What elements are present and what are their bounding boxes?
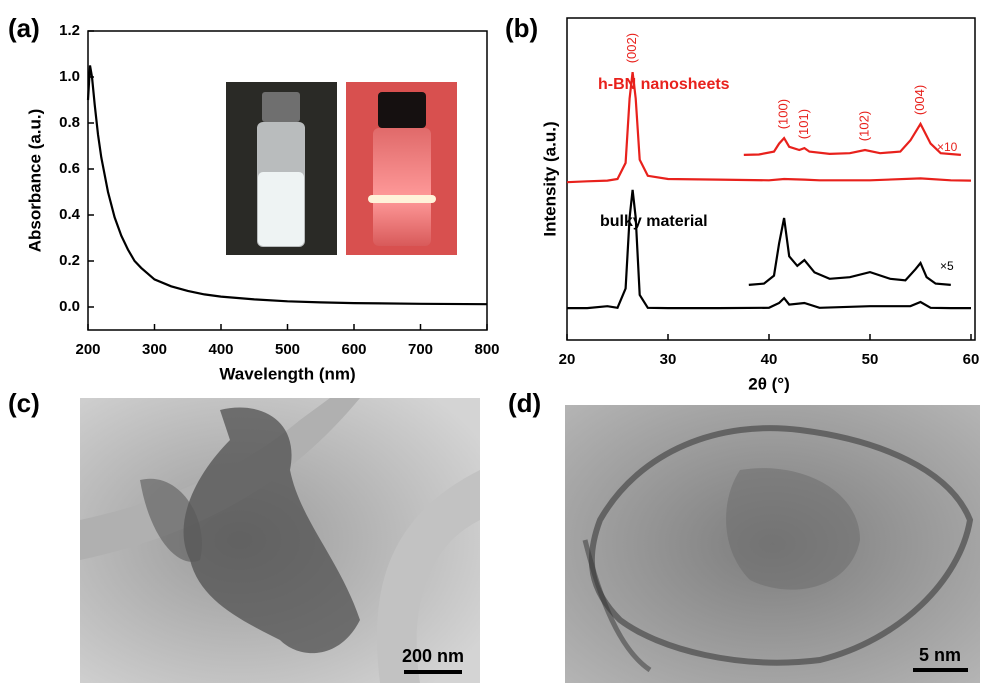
y-tick-label: 0.6	[59, 160, 80, 177]
x-tick-label: 400	[208, 341, 233, 358]
x-tick-label: 700	[408, 341, 433, 358]
y-tick-label: 1.0	[59, 68, 80, 85]
x-tick-label: 300	[142, 341, 167, 358]
y-axis-title: Intensity (a.u.)	[540, 121, 559, 236]
peak-label: (002)	[624, 33, 639, 63]
figure: (a) (b) (c) (d) 200 nm 5 nm 200300400500…	[0, 0, 982, 685]
vial-photo	[226, 82, 337, 255]
x-axis-title: 2θ (°)	[748, 374, 790, 393]
panel-label: (c)	[8, 388, 40, 418]
x-tick-label: 500	[275, 341, 300, 358]
y-tick-label: 0.8	[59, 114, 80, 131]
panel-label: (b)	[505, 13, 538, 43]
y-axis-title: Absorbance (a.u.)	[25, 109, 44, 253]
scale-bar-label: 5 nm	[919, 645, 961, 665]
panel-label: (a)	[8, 13, 40, 43]
x-tick-label: 200	[75, 341, 100, 358]
y-tick-label: 1.2	[59, 22, 80, 39]
y-tick-label: 0.0	[59, 298, 80, 315]
x-tick-label: 600	[341, 341, 366, 358]
y-tick-label: 0.4	[59, 206, 81, 223]
y-tick-label: 0.2	[59, 252, 80, 269]
x-tick-label: 800	[474, 341, 499, 358]
peak-label: (102)	[856, 111, 871, 141]
series-label: bulky material	[600, 213, 708, 230]
peak-label: (100)	[776, 99, 791, 129]
x-axis-title: Wavelength (nm)	[219, 364, 355, 383]
x-tick-label: 60	[963, 351, 980, 368]
x-tick-label: 50	[862, 351, 879, 368]
scale-bar-label: 200 nm	[402, 646, 464, 666]
data-line	[567, 190, 971, 308]
tem-image: 200 nm	[80, 398, 480, 683]
series-label: h-BN nanosheets	[598, 76, 730, 93]
panel-label: (d)	[508, 388, 541, 418]
tem-image: 5 nm	[565, 405, 980, 683]
series-label: ×10	[937, 140, 958, 154]
peak-label: (004)	[912, 85, 927, 115]
series-label: ×5	[940, 259, 954, 273]
x-tick-label: 30	[660, 351, 677, 368]
peak-label: (101)	[796, 109, 811, 139]
x-tick-label: 20	[559, 351, 576, 368]
vial-photo	[346, 82, 457, 255]
x-tick-label: 40	[761, 351, 778, 368]
data-line	[749, 218, 951, 285]
